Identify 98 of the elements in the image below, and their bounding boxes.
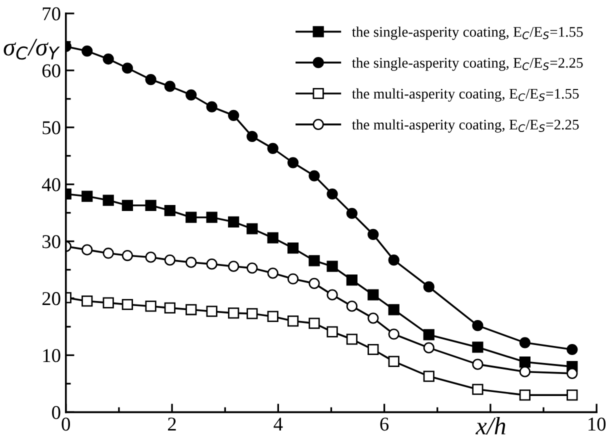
point xyxy=(368,312,379,324)
point xyxy=(326,188,338,200)
legend-label: the multi-asperity coating, E$_{C}$/E$_{S}$=1.55 xyxy=(352,88,579,102)
point xyxy=(206,258,218,270)
point xyxy=(186,304,197,316)
point xyxy=(228,307,240,319)
y-tick-label: 50 xyxy=(42,121,60,134)
point xyxy=(388,304,400,316)
y-axis-title: σ$_{C}$/σ$_{Y}$ xyxy=(4,38,60,60)
x-tick-label: 2 xyxy=(168,418,176,431)
point xyxy=(102,297,114,308)
point xyxy=(145,300,156,312)
y-tick-label: 40 xyxy=(42,178,60,192)
point xyxy=(346,274,358,286)
point xyxy=(246,223,258,234)
point xyxy=(145,74,156,86)
point xyxy=(82,244,93,256)
legend-label: the single-asperity coating, E$_{C}$/E$_{S}$=2.25 xyxy=(352,57,583,71)
point xyxy=(566,390,578,401)
point xyxy=(519,337,530,348)
point xyxy=(308,318,320,329)
point xyxy=(122,298,133,310)
point xyxy=(102,194,114,206)
point xyxy=(566,368,578,379)
point xyxy=(287,273,299,284)
point xyxy=(346,300,358,312)
x-tick-label: 0 xyxy=(62,418,70,431)
legend-label: the single-asperity coating, E$_{C}$/E$_{S}$=1.55 xyxy=(352,26,583,40)
y-tick-label: 10 xyxy=(43,349,60,362)
point xyxy=(472,342,484,353)
point xyxy=(267,142,278,154)
point xyxy=(326,289,338,300)
point xyxy=(423,281,434,292)
point xyxy=(82,296,93,307)
point xyxy=(287,315,299,327)
point xyxy=(423,370,434,382)
point xyxy=(206,212,218,223)
point xyxy=(326,326,338,338)
point xyxy=(82,45,93,57)
point xyxy=(388,328,400,340)
point xyxy=(246,308,258,320)
point xyxy=(326,260,338,272)
point xyxy=(308,170,320,182)
point xyxy=(246,262,258,274)
point xyxy=(388,356,400,368)
point xyxy=(267,232,278,244)
point xyxy=(122,250,133,262)
point xyxy=(308,255,320,266)
point xyxy=(206,101,218,112)
point xyxy=(206,306,218,317)
point xyxy=(566,344,578,356)
legend-label: the multi-asperity coating, E$_{C}$/E$_{S}$=2.25 xyxy=(352,119,579,133)
point xyxy=(267,268,278,279)
point xyxy=(122,200,133,211)
y-tick-label: 60 xyxy=(42,64,60,78)
point xyxy=(145,252,156,263)
point xyxy=(164,204,176,216)
point xyxy=(164,302,176,314)
point xyxy=(472,384,484,395)
point xyxy=(368,344,379,356)
point xyxy=(519,356,530,368)
x-tick-label: 4 xyxy=(274,418,283,431)
point xyxy=(164,254,176,266)
point xyxy=(186,89,197,100)
point xyxy=(122,62,133,74)
point xyxy=(102,53,114,65)
point xyxy=(346,208,358,219)
y-tick-label: 70 xyxy=(42,7,60,20)
point xyxy=(186,212,197,223)
point xyxy=(472,358,484,370)
point xyxy=(267,310,278,322)
point xyxy=(346,334,358,345)
point xyxy=(228,216,240,228)
y-tick-label: 0 xyxy=(52,406,60,420)
point xyxy=(164,80,176,92)
x-tick-label: 10 xyxy=(588,418,606,431)
point xyxy=(287,242,299,254)
y-tick-label: 20 xyxy=(42,292,60,306)
point xyxy=(228,260,240,272)
y-tick-label: 30 xyxy=(42,235,60,248)
point xyxy=(388,254,400,266)
point xyxy=(519,366,530,378)
point xyxy=(102,248,114,259)
point xyxy=(308,278,320,289)
point xyxy=(368,289,379,300)
point xyxy=(186,256,197,268)
x-axis-title: x/h xyxy=(476,416,506,435)
point xyxy=(368,228,379,240)
x-tick-label: 6 xyxy=(380,418,389,431)
point xyxy=(246,130,258,142)
point xyxy=(519,390,530,401)
point xyxy=(472,320,484,332)
point xyxy=(423,342,434,354)
point xyxy=(145,200,156,211)
point xyxy=(82,190,93,202)
point xyxy=(228,110,240,121)
point xyxy=(423,329,434,340)
point xyxy=(287,157,299,168)
